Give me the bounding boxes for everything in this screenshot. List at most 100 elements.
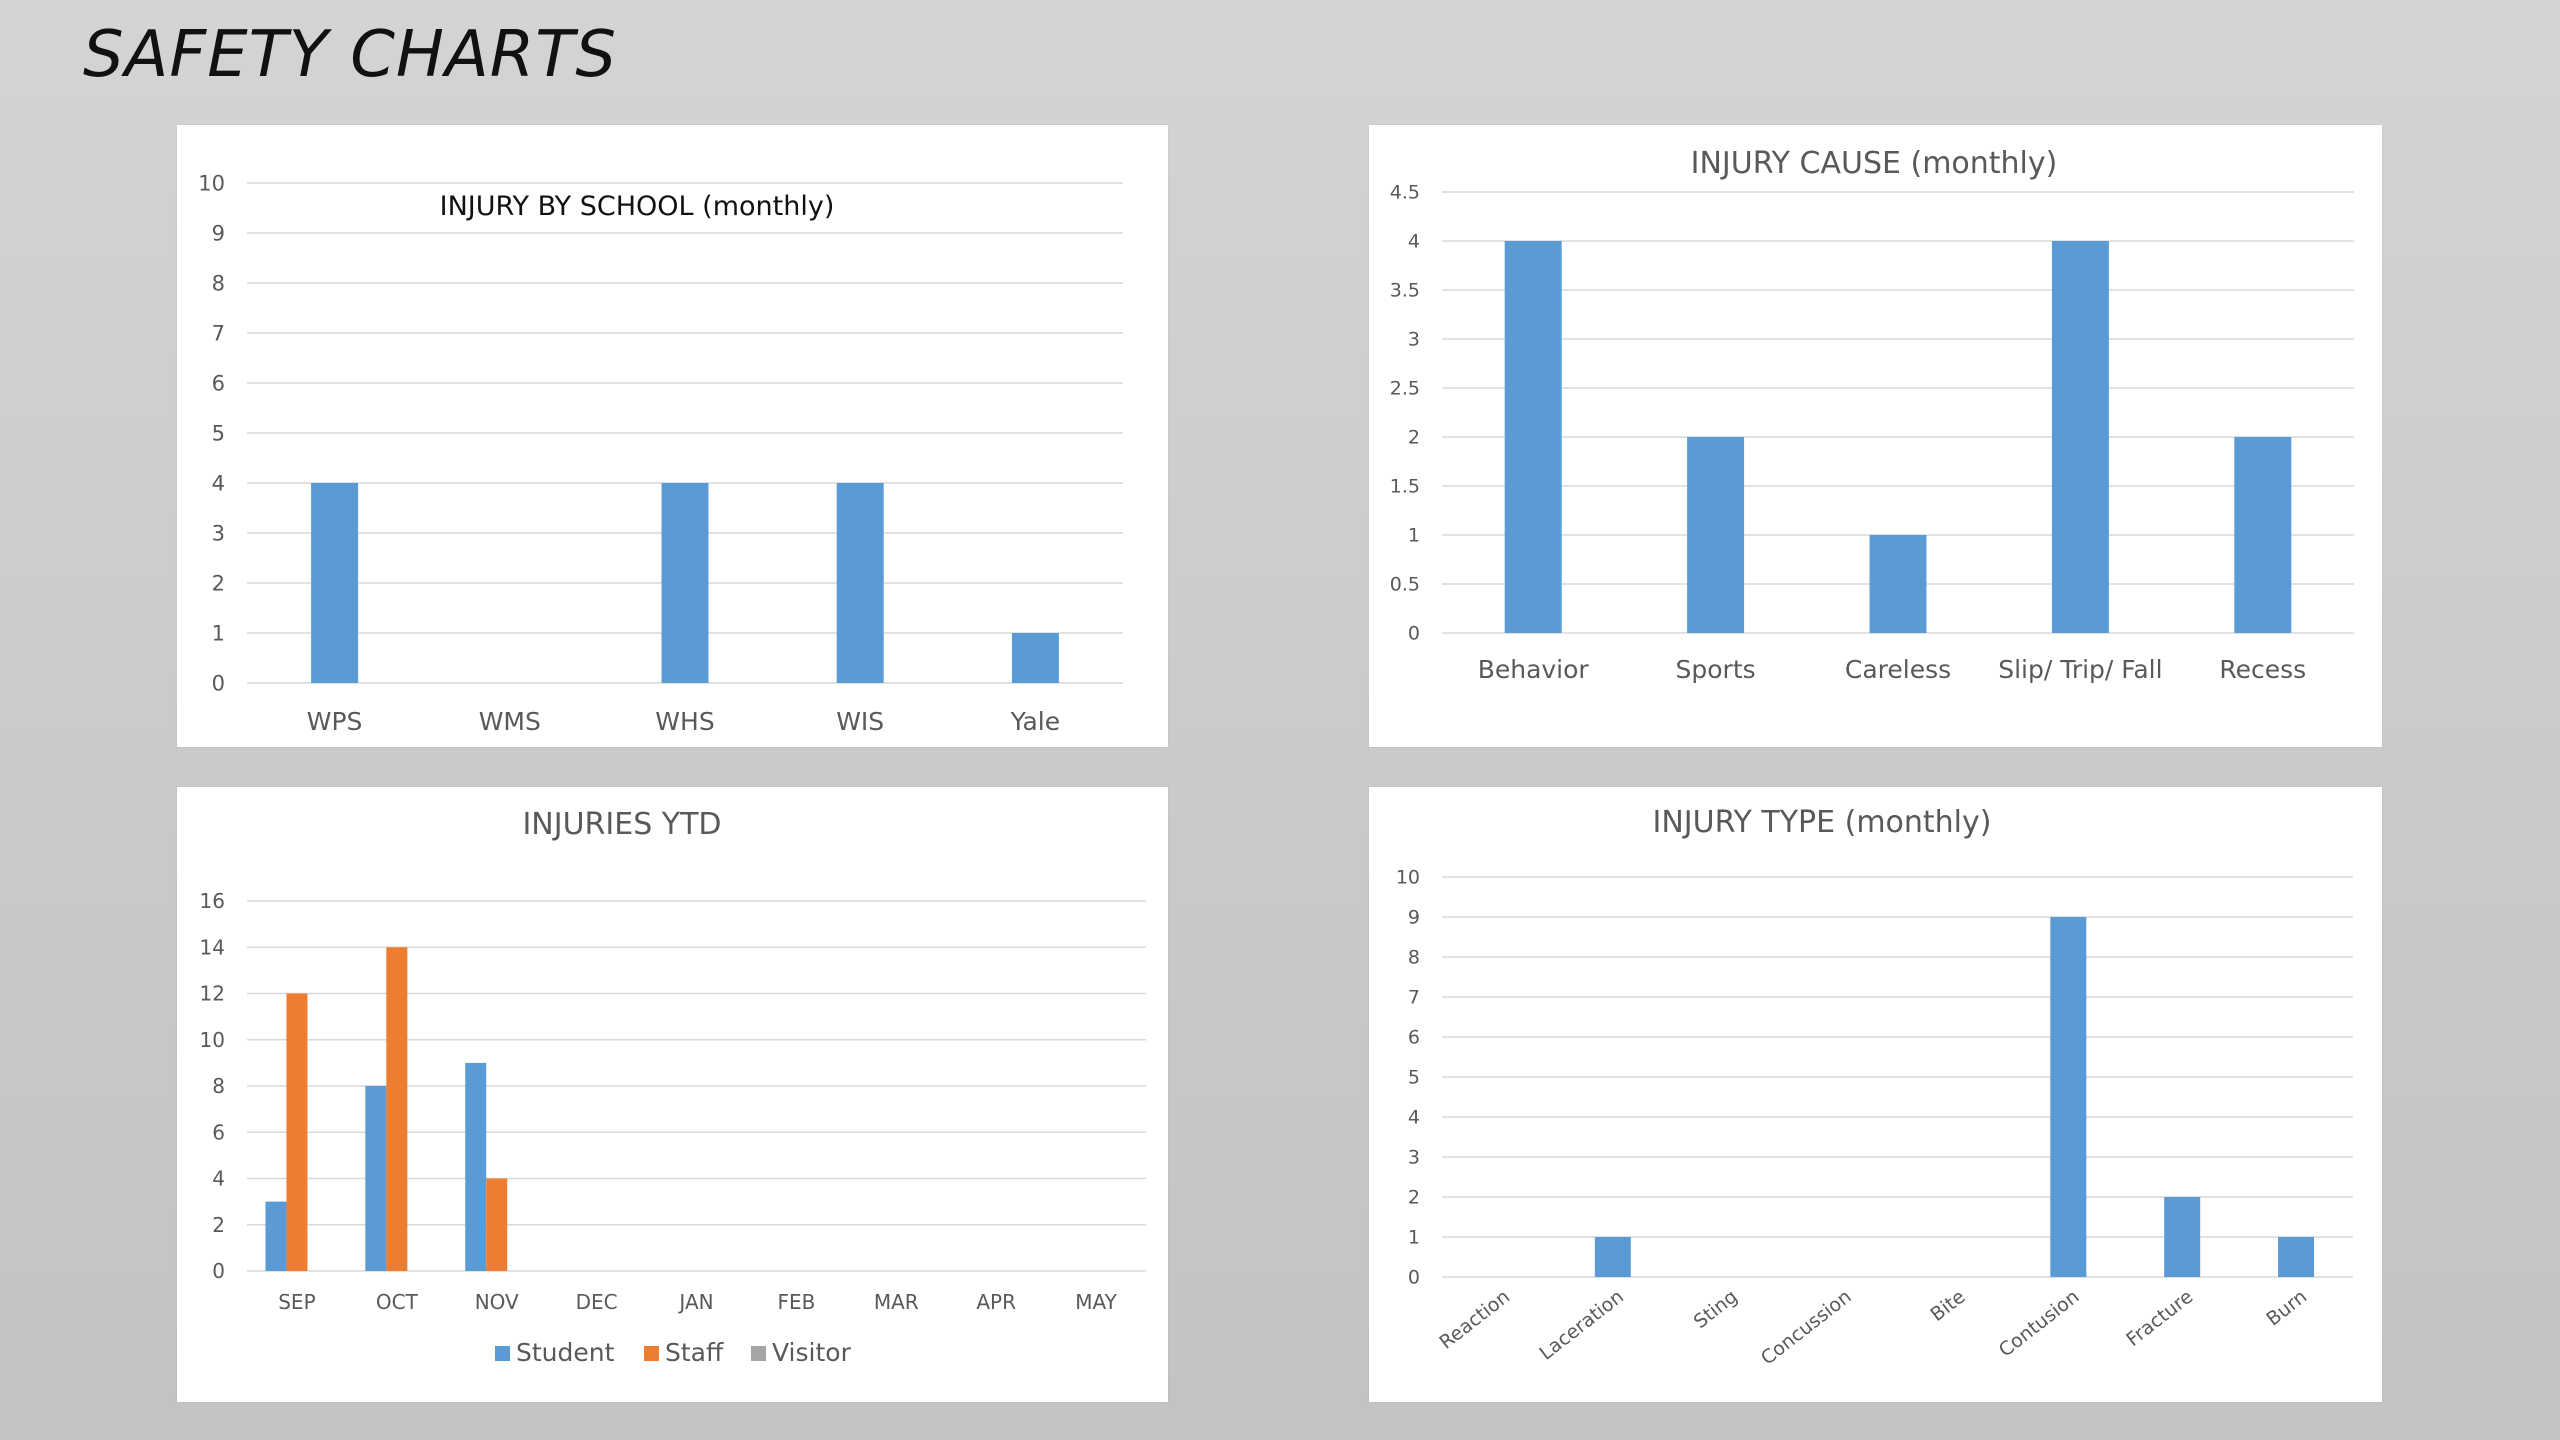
- x-tick-label: JAN: [677, 1290, 713, 1314]
- chart-cause: INJURY CAUSE (monthly) 0 0.5 1 1.5 2 2.5 3 3.5 4 4…: [1390, 146, 2354, 684]
- y-tick-label: 8: [212, 1074, 225, 1098]
- x-tick-label: APR: [976, 1290, 1016, 1314]
- legend-label-visitor: Visitor: [772, 1338, 852, 1367]
- x-tick-label: Recess: [2219, 655, 2306, 684]
- x-tick-label: Behavior: [1478, 655, 1590, 684]
- chart-panel-injury-by-school: INJURY BY SCHOOL (monthly) 0 1 2 3 4 5 6 7 8 9 10 WP…: [177, 125, 1168, 747]
- bar-fracture: [2164, 1197, 2201, 1277]
- y-tick-label: 3: [1408, 329, 1420, 351]
- bar-student-nov: [465, 1062, 487, 1271]
- legend-label-student: Student: [516, 1338, 615, 1367]
- y-tick-label: 0.5: [1390, 574, 1420, 596]
- x-tick-label: Slip/ Trip/ Fall: [1998, 655, 2162, 684]
- bar-recess: [2234, 437, 2292, 633]
- bar-staff-nov: [486, 1178, 508, 1271]
- y-tick-label: 8: [212, 271, 225, 295]
- y-tick-label: 5: [212, 421, 225, 445]
- x-tick-label: MAY: [1075, 1290, 1117, 1314]
- x-tick-label: Sting: [1690, 1286, 1742, 1333]
- bar-laceration: [1594, 1237, 1631, 1277]
- bar-yale: [1011, 633, 1059, 683]
- y-tick-label: 6: [1408, 1027, 1420, 1049]
- y-tick-label: 2: [1408, 427, 1420, 449]
- bar-sports: [1687, 437, 1745, 633]
- y-tick-label: 2.5: [1390, 378, 1420, 400]
- y-tick-label: 2: [212, 571, 225, 595]
- x-tick-label: WMS: [479, 707, 541, 736]
- y-tick-label: 9: [212, 221, 225, 245]
- x-tick-label: Concussion: [1757, 1286, 1856, 1370]
- y-tick-label: 6: [212, 1120, 225, 1144]
- y-tick-label: 1: [1408, 1227, 1420, 1249]
- x-tick-label: Laceration: [1535, 1286, 1628, 1365]
- legend-swatch-visitor: [751, 1346, 766, 1361]
- bar-student-oct: [365, 1086, 387, 1271]
- bar-staff-oct: [386, 947, 408, 1271]
- y-tick-label: 0: [212, 1259, 225, 1283]
- legend-swatch-staff: [644, 1346, 659, 1361]
- y-tick-label: 4: [212, 1167, 225, 1191]
- y-tick-label: 5: [1408, 1067, 1420, 1089]
- chart-panel-injuries-ytd: INJURIES YTD 0 2 4 6 8 10 12 14 16 SEP OCT NOV DEC JAN…: [177, 787, 1168, 1402]
- bar-slip-trip-fall: [2051, 241, 2109, 633]
- y-tick-label: 10: [198, 171, 225, 195]
- x-tick-label: WHS: [655, 707, 714, 736]
- chart-panel-injury-cause: INJURY CAUSE (monthly) 0 0.5 1 1.5 2 2.5 3 3.5 4 4…: [1369, 125, 2382, 747]
- x-tick-label: WIS: [836, 707, 884, 736]
- y-tick-label: 10: [200, 1028, 225, 1052]
- y-tick-label: 0: [1408, 1267, 1420, 1289]
- bar-contusion: [2050, 917, 2087, 1277]
- y-tick-label: 12: [200, 982, 225, 1006]
- chart-school: INJURY BY SCHOOL (monthly) 0 1 2 3 4 5 6 7 8 9 10 WP…: [198, 171, 1123, 736]
- y-tick-label: 3.5: [1390, 280, 1420, 302]
- y-tick-label: 0: [1408, 623, 1420, 645]
- y-tick-label: 16: [200, 889, 225, 913]
- y-tick-label: 7: [212, 321, 225, 345]
- x-tick-label: SEP: [278, 1290, 315, 1314]
- chart-panel-injury-type: INJURY TYPE (monthly) 0 1 2 3 4 5 6 7 8 9 10 Reactio…: [1369, 787, 2382, 1402]
- chart-title: INJURIES YTD: [522, 807, 721, 842]
- y-tick-label: 14: [200, 935, 225, 959]
- y-tick-label: 1: [1408, 525, 1420, 547]
- y-tick-label: 3: [212, 521, 225, 545]
- bar-wis: [836, 483, 884, 683]
- x-tick-label: Careless: [1845, 655, 1951, 684]
- y-tick-label: 4: [212, 471, 225, 495]
- x-tick-label: Yale: [1010, 707, 1060, 736]
- chart-title: INJURY CAUSE (monthly): [1691, 146, 2058, 181]
- x-tick-label: FEB: [777, 1290, 815, 1314]
- y-tick-label: 4: [1408, 1107, 1420, 1129]
- x-tick-label: Sports: [1676, 655, 1756, 684]
- bar-staff-sep: [286, 993, 308, 1271]
- bar-whs: [661, 483, 709, 683]
- bar-behavior: [1504, 241, 1562, 633]
- bar-careless: [1869, 535, 1927, 633]
- x-tick-label: Fracture: [2122, 1286, 2197, 1351]
- y-tick-label: 10: [1396, 867, 1420, 889]
- chart-type: INJURY TYPE (monthly) 0 1 2 3 4 5 6 7 8 9 10 Reactio…: [1396, 805, 2353, 1370]
- page-title: SAFETY CHARTS: [83, 18, 617, 92]
- y-tick-label: 4: [1408, 231, 1420, 253]
- x-tick-label: DEC: [576, 1290, 618, 1314]
- y-tick-label: 8: [1408, 947, 1420, 969]
- y-tick-label: 2: [212, 1213, 225, 1237]
- x-tick-label: Bite: [1926, 1286, 1969, 1326]
- bar-wps: [311, 483, 359, 683]
- legend-swatch-student: [495, 1346, 510, 1361]
- y-tick-label: 2: [1408, 1187, 1420, 1209]
- y-tick-label: 4.5: [1390, 182, 1420, 204]
- x-tick-label: Burn: [2262, 1286, 2311, 1331]
- y-tick-label: 6: [212, 371, 225, 395]
- y-tick-label: 9: [1408, 907, 1420, 929]
- x-tick-label: NOV: [475, 1290, 519, 1314]
- y-tick-label: 1.5: [1390, 476, 1420, 498]
- y-tick-label: 0: [212, 671, 225, 695]
- x-tick-label: WPS: [307, 707, 363, 736]
- chart-title: INJURY BY SCHOOL (monthly): [440, 191, 835, 222]
- y-tick-label: 1: [212, 621, 225, 645]
- y-tick-label: 3: [1408, 1147, 1420, 1169]
- y-tick-label: 7: [1408, 987, 1420, 1009]
- x-tick-label: Reaction: [1435, 1286, 1514, 1354]
- chart-title: INJURY TYPE (monthly): [1653, 805, 1992, 840]
- x-tick-label: OCT: [376, 1290, 419, 1314]
